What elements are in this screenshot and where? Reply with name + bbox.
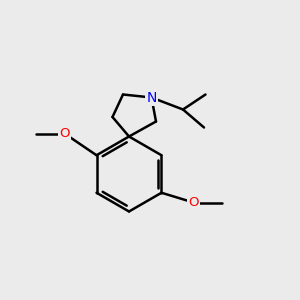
- Text: O: O: [59, 127, 70, 140]
- Text: N: N: [146, 91, 157, 104]
- Text: O: O: [188, 196, 199, 209]
